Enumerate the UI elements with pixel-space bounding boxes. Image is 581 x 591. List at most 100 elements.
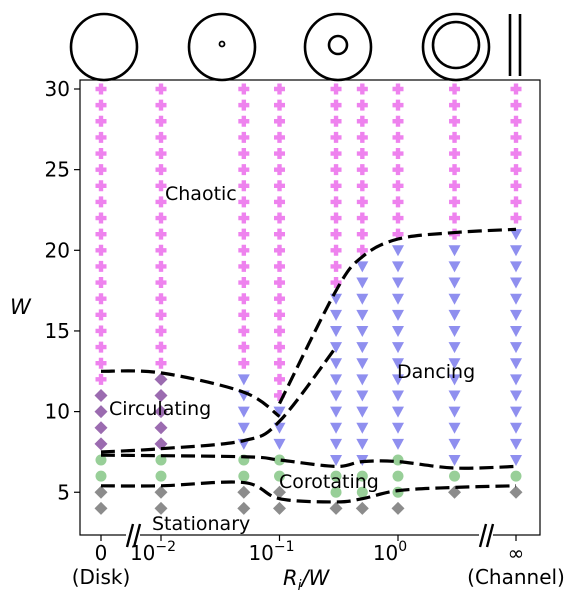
point-circulating xyxy=(154,372,168,386)
point-dancing xyxy=(392,277,404,289)
point-chaotic xyxy=(274,277,285,289)
point-stationary xyxy=(94,485,108,499)
point-chaotic xyxy=(449,115,461,127)
point-corotating xyxy=(238,470,250,482)
x-tick-label: 0 xyxy=(95,541,108,565)
point-dancing xyxy=(392,422,404,434)
point-dancing xyxy=(448,358,461,370)
point-chaotic xyxy=(95,293,107,305)
point-dancing xyxy=(510,438,522,450)
point-chaotic xyxy=(238,341,250,353)
point-chaotic xyxy=(274,244,285,256)
point-corotating xyxy=(95,454,107,466)
point-chaotic xyxy=(95,228,107,240)
point-chaotic xyxy=(356,180,368,192)
point-dancing xyxy=(330,358,343,370)
y-tick-label: 5 xyxy=(57,480,70,504)
point-stationary xyxy=(509,485,523,499)
point-corotating xyxy=(330,486,342,498)
point-chaotic xyxy=(449,196,461,208)
point-chaotic xyxy=(274,131,285,143)
y-tick-label: 30 xyxy=(45,77,70,101)
point-dancing xyxy=(448,454,461,466)
point-chaotic xyxy=(155,148,167,160)
point-chaotic xyxy=(356,99,368,111)
point-chaotic xyxy=(238,83,250,95)
point-dancing xyxy=(392,325,404,337)
point-chaotic xyxy=(392,99,404,111)
point-chaotic xyxy=(392,115,404,127)
point-stationary xyxy=(154,485,168,499)
point-chaotic xyxy=(392,212,404,224)
point-dancing xyxy=(237,422,250,434)
point-corotating xyxy=(155,470,167,482)
point-dancing xyxy=(356,325,369,337)
point-chaotic xyxy=(449,212,461,224)
point-dancing xyxy=(510,406,522,418)
point-circulating xyxy=(94,421,108,435)
point-chaotic xyxy=(95,341,107,353)
point-stationary xyxy=(355,501,369,515)
point-stationary xyxy=(448,485,462,499)
point-circulating xyxy=(94,405,108,419)
point-chaotic xyxy=(95,99,107,111)
point-chaotic xyxy=(274,341,285,353)
point-chaotic xyxy=(392,131,404,143)
point-chaotic xyxy=(95,180,107,192)
point-dancing xyxy=(510,374,522,386)
point-dancing xyxy=(273,406,286,418)
y-axis-title: W xyxy=(10,295,32,319)
axis-break-marks xyxy=(125,523,495,548)
point-chaotic xyxy=(155,131,167,143)
point-chaotic xyxy=(356,164,368,176)
point-chaotic xyxy=(238,357,250,369)
point-dancing xyxy=(330,293,343,305)
point-dancing xyxy=(510,390,522,402)
point-chaotic xyxy=(95,148,107,160)
point-stationary xyxy=(273,485,286,499)
point-chaotic xyxy=(356,148,368,160)
point-dancing xyxy=(510,422,522,434)
point-chaotic xyxy=(238,325,250,337)
parallel-lines-icon xyxy=(508,14,522,76)
point-chaotic xyxy=(330,228,342,240)
point-chaotic xyxy=(274,325,285,337)
point-chaotic xyxy=(274,293,285,305)
point-chaotic xyxy=(155,164,167,176)
label-stationary: Stationary xyxy=(152,513,250,535)
point-chaotic xyxy=(155,325,167,337)
point-circulating xyxy=(94,388,108,402)
point-chaotic xyxy=(155,83,167,95)
point-chaotic xyxy=(95,309,107,321)
point-chaotic xyxy=(155,293,167,305)
point-chaotic xyxy=(274,228,285,240)
point-dancing xyxy=(392,406,404,418)
point-circulating xyxy=(94,437,108,451)
point-chaotic xyxy=(155,260,167,272)
point-chaotic xyxy=(356,83,368,95)
boundary-chaotic-circulating xyxy=(100,369,281,418)
point-dancing xyxy=(330,374,343,386)
point-chaotic xyxy=(155,180,167,192)
point-chaotic xyxy=(95,196,107,208)
point-chaotic xyxy=(238,196,250,208)
point-chaotic xyxy=(330,131,342,143)
x-tick-sublabel: (Disk) xyxy=(72,565,131,589)
point-chaotic xyxy=(510,131,522,143)
x-tick-label: 10−1 xyxy=(248,539,294,565)
point-dancing xyxy=(510,309,522,321)
point-corotating xyxy=(392,470,404,482)
point-corotating xyxy=(392,454,404,466)
point-chaotic xyxy=(238,164,250,176)
point-dancing xyxy=(392,438,404,450)
point-chaotic xyxy=(155,244,167,256)
point-dancing xyxy=(392,390,404,402)
point-chaotic xyxy=(356,228,368,240)
point-chaotic xyxy=(510,196,522,208)
x-tick-label: 100 xyxy=(373,539,407,565)
point-chaotic xyxy=(356,131,368,143)
point-chaotic xyxy=(510,83,522,95)
point-dancing xyxy=(510,277,522,289)
point-dancing xyxy=(356,342,369,354)
boundary-dancing-corotating xyxy=(100,453,517,470)
